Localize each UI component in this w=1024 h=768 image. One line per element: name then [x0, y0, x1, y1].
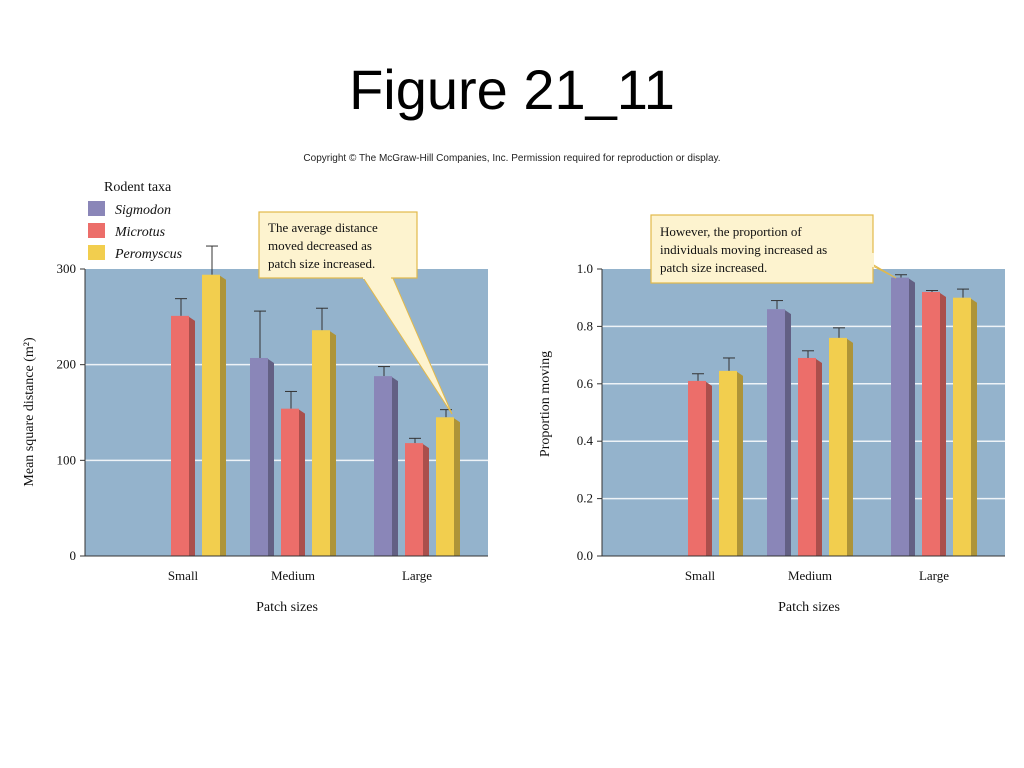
bar-peromyscus-large: [953, 297, 971, 556]
bar-sigmodon-medium-side: [785, 310, 791, 556]
x-tick-label-large: Large: [919, 568, 949, 583]
bar-peromyscus-medium-side: [847, 338, 853, 556]
x-tick-label-medium: Medium: [788, 568, 832, 583]
y-tick-label-0: 0: [70, 548, 77, 563]
legend: Rodent taxa Sigmodon Microtus Peromyscus: [88, 180, 183, 262]
x-axis-title: Patch sizes: [256, 600, 318, 615]
bar-peromyscus-medium: [829, 337, 847, 556]
bar-sigmodon-medium: [250, 357, 268, 556]
y-tick-label-0-6: 0.6: [577, 376, 594, 391]
legend-swatch-microtus: [88, 223, 105, 238]
chart-proportion-moving: 0.0 0.2 0.4 0.6 0.8 1.0 Small Medium Large Patc…: [538, 261, 1005, 615]
callout-box: [258, 211, 418, 279]
callout-left-text: The average distance moved decreased as …: [268, 220, 381, 271]
bar-microtus-large-side: [940, 292, 946, 556]
bar-microtus-small-side: [189, 316, 195, 556]
y-tick-label-0-0: 0.0: [577, 548, 593, 563]
bar-peromyscus-large-side: [971, 298, 977, 556]
slide-title: Figure 21_11: [349, 58, 675, 121]
y-tick-label-0-4: 0.4: [577, 433, 594, 448]
callout-right-line-1: However, the proportion of: [660, 224, 802, 239]
bar-peromyscus-medium-side: [330, 331, 336, 556]
x-tick-label-small: Small: [685, 568, 716, 583]
bar-sigmodon-medium: [767, 309, 785, 556]
legend-label-peromyscus: Peromyscus: [114, 247, 183, 262]
callout-right-line-3: patch size increased.: [660, 260, 767, 275]
copyright-notice: Copyright © The McGraw-Hill Companies, I…: [303, 153, 721, 164]
bar-sigmodon-large: [374, 376, 392, 556]
bar-microtus-medium: [798, 357, 816, 556]
y-tick-label-300: 300: [57, 261, 77, 276]
legend-label-sigmodon: Sigmodon: [115, 203, 171, 218]
bar-sigmodon-medium-side: [268, 358, 274, 556]
bar-peromyscus-small-side: [220, 275, 226, 556]
x-tick-label-medium: Medium: [271, 568, 315, 583]
bar-peromyscus-small: [202, 274, 220, 556]
callout-right-text: However, the proportion of individuals m…: [660, 224, 830, 275]
callout-left-line-1: The average distance: [268, 220, 378, 235]
callout-box: [650, 214, 874, 284]
legend-swatch-peromyscus: [88, 245, 105, 260]
y-tick-label-200: 200: [57, 357, 77, 372]
bar-microtus-large-side: [423, 444, 429, 556]
callout-left-line-3: patch size increased.: [268, 256, 375, 271]
x-tick-label-large: Large: [402, 568, 432, 583]
bar-microtus-medium-side: [816, 358, 822, 556]
y-tick-labels: 0.0 0.2 0.4 0.6 0.8 1.0: [577, 261, 602, 563]
bar-sigmodon-large-side: [392, 377, 398, 556]
x-tick-labels: Small Medium Large: [685, 568, 949, 583]
bar-microtus-small-side: [706, 381, 712, 556]
bar-microtus-medium-side: [299, 409, 305, 556]
y-tick-label-100: 100: [57, 452, 77, 467]
bar-peromyscus-large: [436, 417, 454, 556]
x-tick-labels: Small Medium Large: [168, 568, 432, 583]
bar-microtus-small: [688, 380, 706, 556]
y-axis-title: Mean square distance (m²): [22, 337, 37, 487]
y-tick-labels: 0 100 200 300: [57, 261, 85, 563]
bar-microtus-large: [922, 291, 940, 556]
legend-swatch-sigmodon: [88, 201, 105, 216]
y-tick-label-1-0: 1.0: [577, 261, 593, 276]
bar-microtus-small: [171, 315, 189, 556]
bar-sigmodon-large-side: [909, 278, 915, 556]
callout-right: However, the proportion of individuals m…: [650, 214, 897, 284]
bar-microtus-large: [405, 443, 423, 556]
y-axis-title: Proportion moving: [538, 351, 553, 457]
bar-microtus-medium: [281, 408, 299, 556]
callout-left-line-2: moved decreased as: [268, 238, 372, 253]
bars: [688, 274, 977, 556]
bar-peromyscus-small-side: [737, 371, 743, 556]
x-tick-label-small: Small: [168, 568, 199, 583]
bar-sigmodon-large: [891, 277, 909, 556]
bars: [171, 245, 460, 556]
legend-label-microtus: Microtus: [114, 225, 166, 240]
callout-left: The average distance moved decreased as …: [258, 211, 453, 415]
y-tick-label-0-8: 0.8: [577, 318, 593, 333]
x-axis-title: Patch sizes: [778, 600, 840, 615]
bar-peromyscus-large-side: [454, 418, 460, 556]
y-tick-label-0-2: 0.2: [577, 491, 593, 506]
legend-title: Rodent taxa: [104, 180, 172, 195]
bar-peromyscus-medium: [312, 330, 330, 556]
callout-right-line-2: individuals moving increased as: [660, 242, 827, 257]
bar-peromyscus-small: [719, 370, 737, 556]
